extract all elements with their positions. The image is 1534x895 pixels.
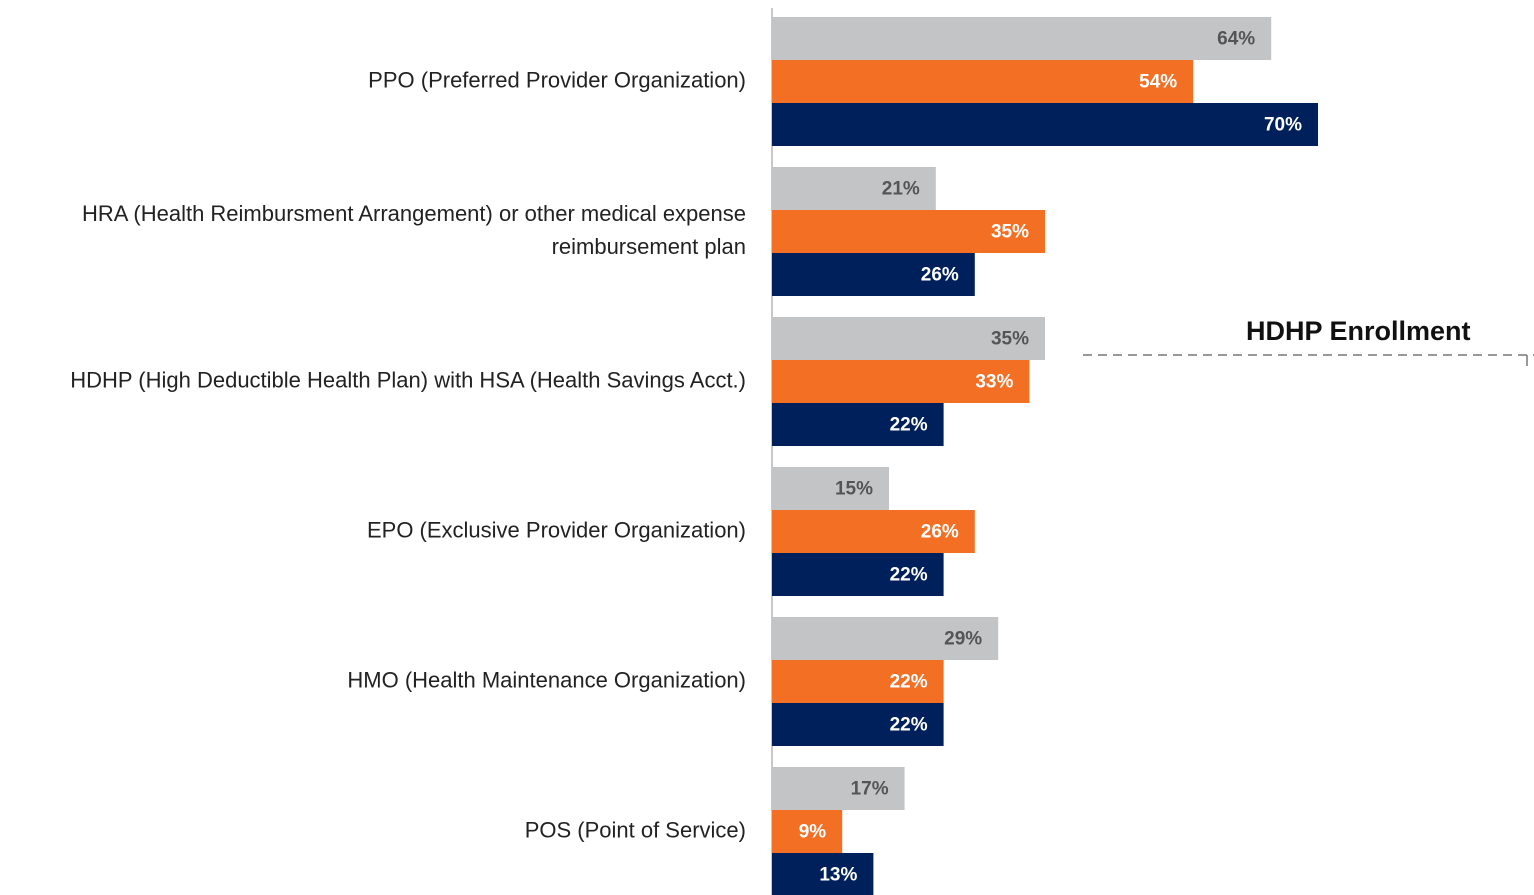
value-label: 22%: [890, 715, 928, 736]
bar: [772, 510, 975, 553]
value-label: 54%: [1139, 72, 1177, 93]
bar: [772, 403, 944, 446]
category-label: HRA (Health Reimbursment Arrangement) or…: [82, 201, 746, 259]
category-label: HMO (Health Maintenance Organization): [347, 667, 746, 692]
value-label: 15%: [835, 479, 873, 500]
value-label: 35%: [991, 329, 1029, 350]
bar: [772, 853, 874, 895]
bar: [772, 167, 936, 210]
value-label: 26%: [921, 522, 959, 543]
value-label: 17%: [851, 779, 889, 800]
bar: [772, 253, 975, 296]
value-label: 70%: [1264, 115, 1302, 136]
bar: [772, 60, 1194, 103]
value-label: 26%: [921, 265, 959, 286]
value-label: 21%: [882, 179, 920, 200]
value-label: 29%: [944, 629, 982, 650]
value-label: 22%: [890, 672, 928, 693]
value-label: 9%: [799, 822, 827, 843]
category-label: EPO (Exclusive Provider Organization): [367, 517, 746, 542]
bar: [772, 617, 999, 660]
value-label: 13%: [819, 865, 857, 886]
bar: [772, 810, 843, 853]
bar: [772, 467, 889, 510]
bar: [772, 317, 1045, 360]
bar: [772, 553, 944, 596]
value-label: 22%: [890, 415, 928, 436]
annotation: HDHP Enrollment: [1246, 316, 1471, 346]
value-label: 33%: [975, 372, 1013, 393]
category-label: HDHP (High Deductible Health Plan) with …: [70, 367, 746, 392]
bar: [772, 360, 1030, 403]
bar: [772, 103, 1318, 146]
bar: [772, 660, 944, 703]
value-label: 22%: [890, 565, 928, 586]
bar: [772, 210, 1045, 253]
category-label: POS (Point of Service): [525, 817, 746, 842]
bar: [772, 767, 905, 810]
bar: [772, 17, 1272, 60]
value-label: 64%: [1217, 29, 1255, 50]
category-label: PPO (Preferred Provider Organization): [368, 67, 746, 92]
value-label: 35%: [991, 222, 1029, 243]
bar: [772, 703, 944, 746]
